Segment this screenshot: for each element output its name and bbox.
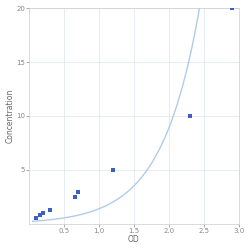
Point — [72, 195, 76, 199]
Point — [34, 216, 38, 220]
X-axis label: OD: OD — [128, 236, 140, 244]
Point — [38, 213, 42, 217]
Point — [41, 211, 45, 215]
Point — [188, 114, 192, 118]
Point — [111, 168, 115, 172]
Y-axis label: Concentration: Concentration — [6, 89, 15, 143]
Point — [48, 208, 52, 212]
Point — [76, 190, 80, 194]
Point — [230, 6, 234, 10]
